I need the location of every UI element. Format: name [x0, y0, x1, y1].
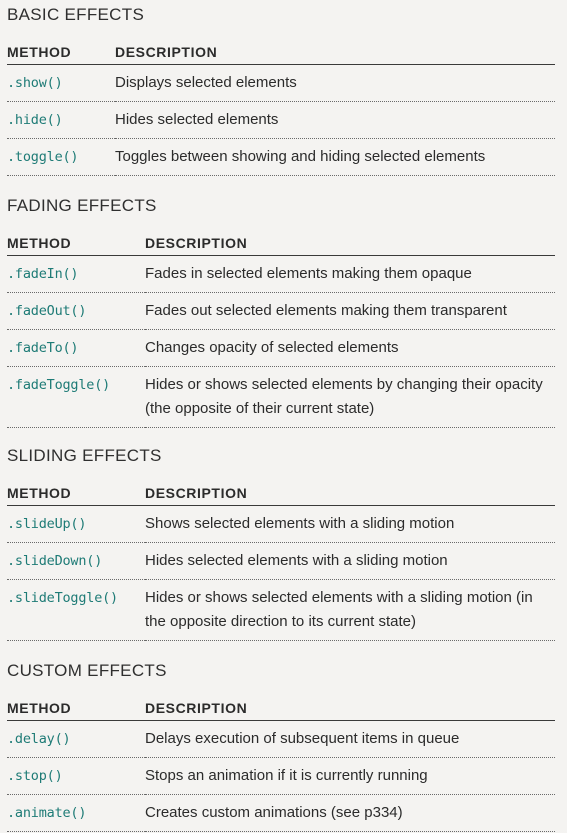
table-header-row: METHOD DESCRIPTION [7, 695, 555, 721]
column-header-description: DESCRIPTION [145, 480, 555, 506]
column-header-description: DESCRIPTION [145, 695, 555, 721]
section-fading-effects: FADING EFFECTS METHOD DESCRIPTION .fadeI… [7, 195, 555, 428]
method-name: .fadeOut() [7, 292, 145, 330]
section-title: SLIDING EFFECTS [7, 446, 162, 465]
method-description: Delays execution of subsequent items in … [145, 720, 555, 758]
method-name: .animate() [7, 794, 145, 832]
methods-table: METHOD DESCRIPTION .slideUp() Shows sele… [7, 480, 555, 641]
table-row: .slideToggle() Hides or shows selected e… [7, 579, 555, 641]
method-description: Stops an animation if it is currently ru… [145, 757, 555, 795]
table-row: .fadeTo() Changes opacity of selected el… [7, 329, 555, 367]
section-sliding-effects: SLIDING EFFECTS METHOD DESCRIPTION .slid… [7, 445, 555, 641]
method-name: .fadeIn() [7, 255, 145, 293]
section-title: FADING EFFECTS [7, 196, 157, 215]
table-row: .delay() Delays execution of subsequent … [7, 720, 555, 758]
column-header-method: METHOD [7, 230, 145, 256]
table-row: .fadeOut() Fades out selected elements m… [7, 292, 555, 330]
column-header-description: DESCRIPTION [115, 39, 555, 65]
method-description: Toggles between showing and hiding selec… [115, 138, 555, 176]
method-name: .fadeTo() [7, 329, 145, 367]
table-row: .hide() Hides selected elements [7, 101, 555, 139]
method-name: .slideDown() [7, 542, 145, 580]
method-name: .fadeToggle() [7, 366, 145, 428]
table-header-row: METHOD DESCRIPTION [7, 230, 555, 256]
method-description: Hides or shows selected elements by chan… [145, 366, 555, 428]
method-description: Hides or shows selected elements with a … [145, 579, 555, 641]
method-name: .stop() [7, 757, 145, 795]
table-row: .slideDown() Hides selected elements wit… [7, 542, 555, 580]
methods-table: METHOD DESCRIPTION .fadeIn() Fades in se… [7, 230, 555, 428]
method-description: Hides selected elements [115, 101, 555, 139]
method-description: Creates custom animations (see p334) [145, 794, 555, 832]
table-header-row: METHOD DESCRIPTION [7, 480, 555, 506]
table-row: .stop() Stops an animation if it is curr… [7, 757, 555, 795]
column-header-method: METHOD [7, 39, 115, 65]
column-header-description: DESCRIPTION [145, 230, 555, 256]
table-row: .fadeIn() Fades in selected elements mak… [7, 255, 555, 293]
method-name: .toggle() [7, 138, 115, 176]
method-description: Shows selected elements with a sliding m… [145, 505, 555, 543]
table-row: .slideUp() Shows selected elements with … [7, 505, 555, 543]
section-custom-effects: CUSTOM EFFECTS METHOD DESCRIPTION .delay… [7, 660, 555, 832]
method-name: .delay() [7, 720, 145, 758]
method-description: Fades out selected elements making them … [145, 292, 555, 330]
method-name: .slideUp() [7, 505, 145, 543]
column-header-method: METHOD [7, 695, 145, 721]
method-description: Displays selected elements [115, 64, 555, 102]
method-name: .show() [7, 64, 115, 102]
table-row: .fadeToggle() Hides or shows selected el… [7, 366, 555, 428]
table-row: .toggle() Toggles between showing and hi… [7, 138, 555, 176]
method-name: .slideToggle() [7, 579, 145, 641]
section-title: CUSTOM EFFECTS [7, 661, 167, 680]
method-description: Fades in selected elements making them o… [145, 255, 555, 293]
section-title: BASIC EFFECTS [7, 5, 145, 24]
table-header-row: METHOD DESCRIPTION [7, 39, 555, 65]
column-header-method: METHOD [7, 480, 145, 506]
section-basic-effects: BASIC EFFECTS METHOD DESCRIPTION .show()… [7, 4, 555, 176]
method-name: .hide() [7, 101, 115, 139]
method-description: Hides selected elements with a sliding m… [145, 542, 555, 580]
methods-table: METHOD DESCRIPTION .show() Displays sele… [7, 39, 555, 176]
table-row: .animate() Creates custom animations (se… [7, 794, 555, 832]
method-description: Changes opacity of selected elements [145, 329, 555, 367]
methods-table: METHOD DESCRIPTION .delay() Delays execu… [7, 695, 555, 832]
table-row: .show() Displays selected elements [7, 64, 555, 102]
